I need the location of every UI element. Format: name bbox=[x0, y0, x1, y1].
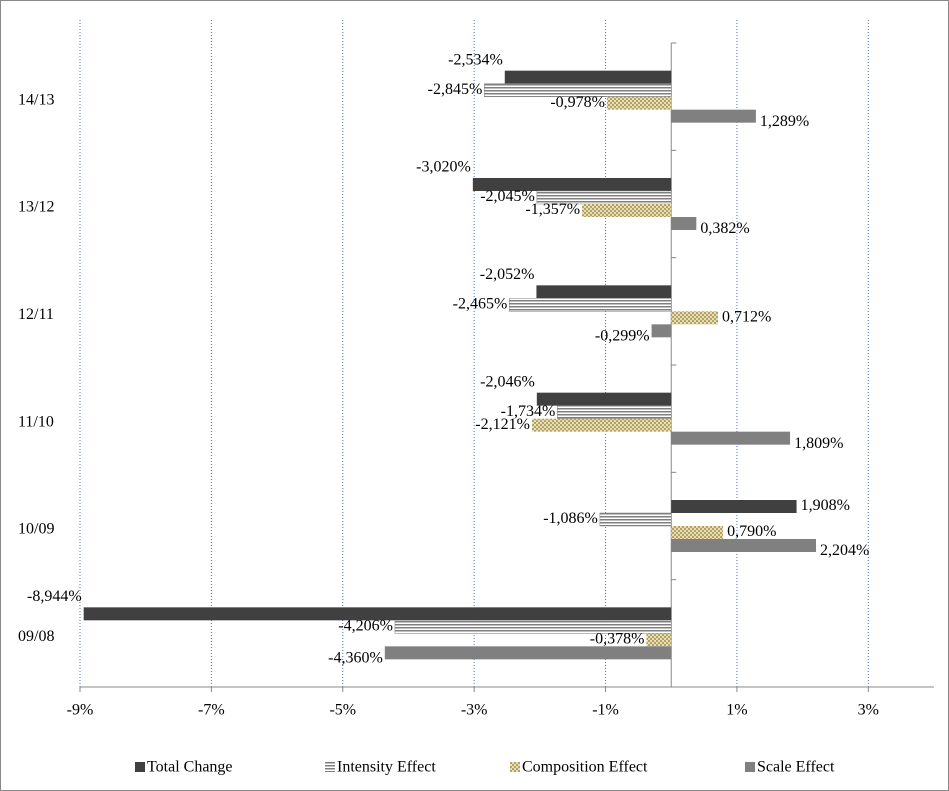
value-label: 0,790% bbox=[727, 523, 776, 540]
bar bbox=[472, 178, 672, 191]
y-tick-label: 13/12 bbox=[18, 199, 54, 216]
value-label: 1,809% bbox=[794, 435, 843, 452]
value-label: -2,052% bbox=[480, 266, 535, 283]
y-tick-label: 10/09 bbox=[18, 521, 54, 538]
bar bbox=[606, 96, 672, 110]
legend-label: Intensity Effect bbox=[337, 759, 436, 776]
bar bbox=[536, 392, 672, 406]
value-label: -1,734% bbox=[501, 403, 556, 420]
value-label: -1,357% bbox=[525, 201, 580, 218]
legend-swatch bbox=[745, 762, 755, 772]
value-label: -3,020% bbox=[416, 159, 471, 176]
value-label: -1,086% bbox=[543, 510, 598, 527]
value-label: -2,045% bbox=[480, 188, 535, 205]
x-tick-label: -5% bbox=[329, 702, 356, 719]
x-tick-label: -7% bbox=[198, 702, 225, 719]
value-label: -4,360% bbox=[328, 650, 383, 667]
bar bbox=[504, 70, 672, 84]
x-tick-label: 3% bbox=[858, 702, 879, 719]
legend-label: Total Change bbox=[147, 759, 233, 776]
value-label: -2,534% bbox=[448, 51, 503, 68]
value-label: -2,121% bbox=[475, 416, 530, 433]
legend-label: Composition Effect bbox=[522, 759, 648, 776]
value-label: 2,204% bbox=[820, 542, 869, 559]
bar bbox=[671, 311, 719, 325]
legend-swatch bbox=[510, 762, 520, 772]
bar bbox=[384, 646, 672, 660]
x-tick-label: 1% bbox=[726, 702, 747, 719]
bar bbox=[557, 405, 672, 419]
bar bbox=[671, 526, 724, 539]
bar bbox=[671, 217, 697, 230]
x-tick-label: -9% bbox=[67, 702, 94, 719]
value-label: -0,299% bbox=[595, 328, 650, 345]
value-label: -0,378% bbox=[590, 631, 645, 648]
bar bbox=[671, 539, 817, 552]
legend-swatch bbox=[135, 762, 145, 772]
legend-label: Scale Effect bbox=[757, 759, 835, 776]
value-label: 1,908% bbox=[801, 497, 850, 514]
value-label: -4,206% bbox=[338, 618, 393, 635]
bar bbox=[671, 431, 791, 445]
x-tick-label: -3% bbox=[461, 702, 488, 719]
value-label: -8,944% bbox=[27, 588, 82, 605]
bar bbox=[83, 607, 672, 621]
bar bbox=[536, 285, 672, 299]
bar bbox=[484, 83, 672, 97]
y-tick-label: 09/08 bbox=[18, 628, 54, 645]
bar bbox=[531, 418, 672, 432]
y-tick-label: 14/13 bbox=[18, 91, 54, 108]
bar bbox=[394, 620, 672, 634]
value-label: -2,845% bbox=[428, 81, 483, 98]
x-tick-label: -1% bbox=[592, 702, 619, 719]
y-tick-label: 12/11 bbox=[18, 306, 54, 323]
value-label: -0,978% bbox=[550, 94, 605, 111]
value-label: -2,465% bbox=[453, 296, 508, 313]
bar bbox=[646, 633, 672, 647]
value-label: 0,382% bbox=[700, 220, 749, 237]
y-tick-label: 11/10 bbox=[18, 413, 54, 430]
bar bbox=[671, 109, 756, 123]
value-label: 0,712% bbox=[722, 309, 771, 326]
bar bbox=[651, 324, 672, 338]
bar bbox=[582, 204, 672, 217]
bar bbox=[509, 298, 672, 312]
legend-swatch bbox=[325, 762, 335, 772]
value-label: -2,046% bbox=[480, 373, 535, 390]
bar bbox=[599, 512, 672, 527]
value-label: 1,289% bbox=[760, 113, 809, 130]
bar bbox=[671, 500, 797, 513]
